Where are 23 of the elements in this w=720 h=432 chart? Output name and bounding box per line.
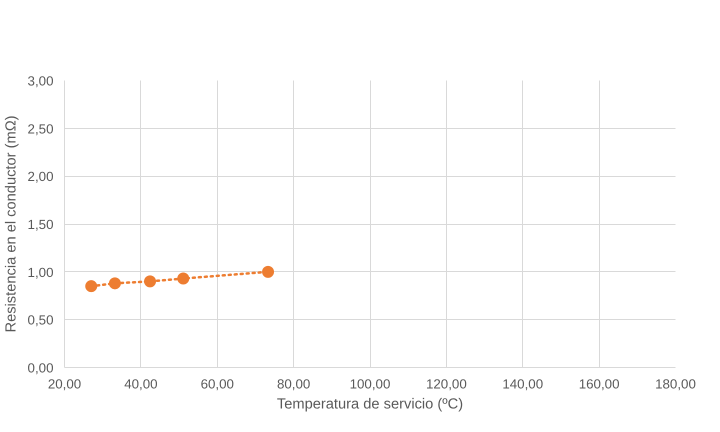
x-tick-label: 40,00 [124,376,158,392]
point [108,277,121,290]
x-axis-title: Temperatura de servicio (ºC) [276,396,464,412]
x-tick-label: 120,00 [426,376,467,392]
y-tick-label: 2,00 [28,169,54,184]
x-tick-label: 160,00 [578,376,620,392]
y-tick-label: 1,00 [28,264,54,280]
point [85,280,98,292]
x-tick-label: 60,00 [200,376,234,392]
x-tick-label: 140,00 [502,376,544,392]
point [144,275,156,288]
y-tick-label: 0,00 [28,360,54,376]
x-tick-label: 100,00 [350,376,390,392]
y-tick-label: 3,00 [28,74,54,88]
point [177,272,190,285]
y-tick-label: 1,50 [28,217,54,232]
y-tick-label: 0,50 [28,312,54,328]
point [262,266,274,278]
x-tick-label: 20,00 [48,376,82,392]
y-axis-title: Resistencia en el conductor (mΩ) [4,115,20,333]
y-tick-label: 2,50 [28,121,54,136]
x-tick-label: 180,00 [655,376,696,392]
x-tick-label: 80,00 [276,376,310,392]
